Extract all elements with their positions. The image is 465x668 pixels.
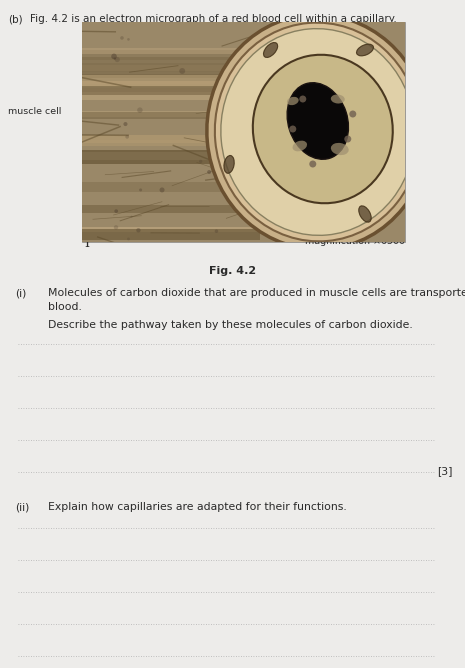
Ellipse shape — [357, 44, 373, 56]
Ellipse shape — [359, 206, 371, 222]
Text: (ii): (ii) — [15, 502, 29, 512]
Circle shape — [114, 57, 116, 59]
Circle shape — [215, 229, 218, 233]
Ellipse shape — [287, 97, 299, 105]
Bar — [82, 84, 259, 89]
Text: muscle cell: muscle cell — [8, 108, 61, 116]
Bar — [82, 49, 259, 60]
Circle shape — [299, 96, 306, 102]
Circle shape — [114, 225, 118, 230]
Bar — [82, 135, 259, 143]
Bar — [82, 22, 405, 242]
Text: blood.: blood. — [48, 302, 82, 312]
Text: Fig. 4.2: Fig. 4.2 — [209, 266, 256, 276]
Text: (i): (i) — [15, 288, 27, 298]
Bar — [82, 88, 259, 100]
Bar — [82, 86, 259, 92]
Bar — [82, 81, 259, 88]
Circle shape — [127, 238, 130, 240]
Text: Describe the pathway taken by these molecules of carbon dioxide.: Describe the pathway taken by these mole… — [48, 320, 413, 330]
Circle shape — [127, 38, 130, 41]
Bar — [82, 63, 259, 75]
Bar — [82, 65, 259, 78]
Circle shape — [159, 188, 165, 192]
Circle shape — [136, 228, 140, 232]
Ellipse shape — [264, 43, 278, 57]
Bar — [82, 204, 259, 213]
Bar — [82, 57, 259, 65]
Circle shape — [120, 36, 124, 39]
Text: Molecules of carbon dioxide that are produced in muscle cells are transported to: Molecules of carbon dioxide that are pro… — [48, 288, 465, 298]
Circle shape — [137, 108, 143, 113]
Circle shape — [131, 216, 133, 218]
Text: [3]: [3] — [438, 466, 453, 476]
Circle shape — [207, 170, 211, 174]
Circle shape — [289, 126, 296, 132]
Circle shape — [139, 188, 142, 192]
Ellipse shape — [215, 23, 421, 241]
Bar — [82, 228, 259, 240]
Bar — [82, 86, 259, 95]
Circle shape — [309, 160, 316, 168]
Text: magnification ×6500: magnification ×6500 — [305, 237, 405, 246]
Circle shape — [125, 135, 129, 139]
Circle shape — [344, 136, 351, 142]
Ellipse shape — [253, 55, 393, 203]
Circle shape — [115, 57, 120, 62]
Text: Fig. 4.2 is an electron micrograph of a red blood cell within a capillary.: Fig. 4.2 is an electron micrograph of a … — [30, 14, 397, 24]
Circle shape — [199, 160, 202, 163]
Bar — [82, 150, 259, 164]
Ellipse shape — [331, 94, 345, 104]
Circle shape — [349, 110, 356, 118]
Bar — [82, 140, 259, 146]
Circle shape — [114, 209, 118, 213]
Bar — [82, 63, 259, 71]
Bar — [82, 152, 259, 160]
Ellipse shape — [287, 83, 348, 159]
Bar — [82, 48, 259, 54]
Ellipse shape — [207, 15, 429, 249]
Ellipse shape — [331, 143, 349, 155]
Circle shape — [229, 155, 234, 160]
Ellipse shape — [221, 29, 415, 235]
Bar — [82, 227, 259, 232]
Text: Explain how capillaries are adapted for their functions.: Explain how capillaries are adapted for … — [48, 502, 347, 512]
Circle shape — [179, 68, 185, 74]
Bar — [82, 75, 259, 87]
Circle shape — [111, 53, 117, 59]
Bar — [82, 86, 259, 95]
Bar — [82, 182, 259, 192]
Bar — [82, 65, 259, 71]
Text: I: I — [85, 237, 89, 250]
Text: (b): (b) — [8, 14, 23, 24]
Ellipse shape — [224, 156, 234, 173]
Circle shape — [213, 158, 217, 162]
Circle shape — [237, 94, 243, 99]
Bar — [82, 112, 259, 117]
Circle shape — [123, 122, 127, 126]
Bar — [82, 112, 259, 119]
Ellipse shape — [292, 141, 307, 152]
Bar — [82, 63, 259, 73]
